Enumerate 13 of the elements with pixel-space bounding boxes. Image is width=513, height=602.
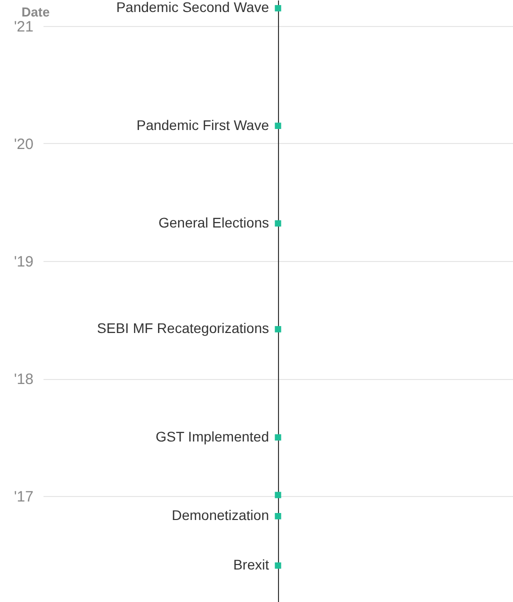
y-tick-label: '19 [14,254,34,271]
data-label: SEBI MF Recategorizations [97,320,269,336]
y-tick-label: '20 [14,136,34,153]
data-label: GST Implemented [156,428,269,444]
data-label: Demonetization [172,507,269,524]
y-tick-label: '21 [14,18,34,36]
data-label: Pandemic First Wave [136,116,270,133]
data-label: Brexit [233,556,270,573]
y-axis-title: Date [22,4,50,20]
data-label: General Elections [158,214,269,230]
y-tick-label: '17 [14,488,34,506]
y-tick-label: '18 [14,371,34,388]
data-label: Pandemic Second Wave [116,0,270,16]
